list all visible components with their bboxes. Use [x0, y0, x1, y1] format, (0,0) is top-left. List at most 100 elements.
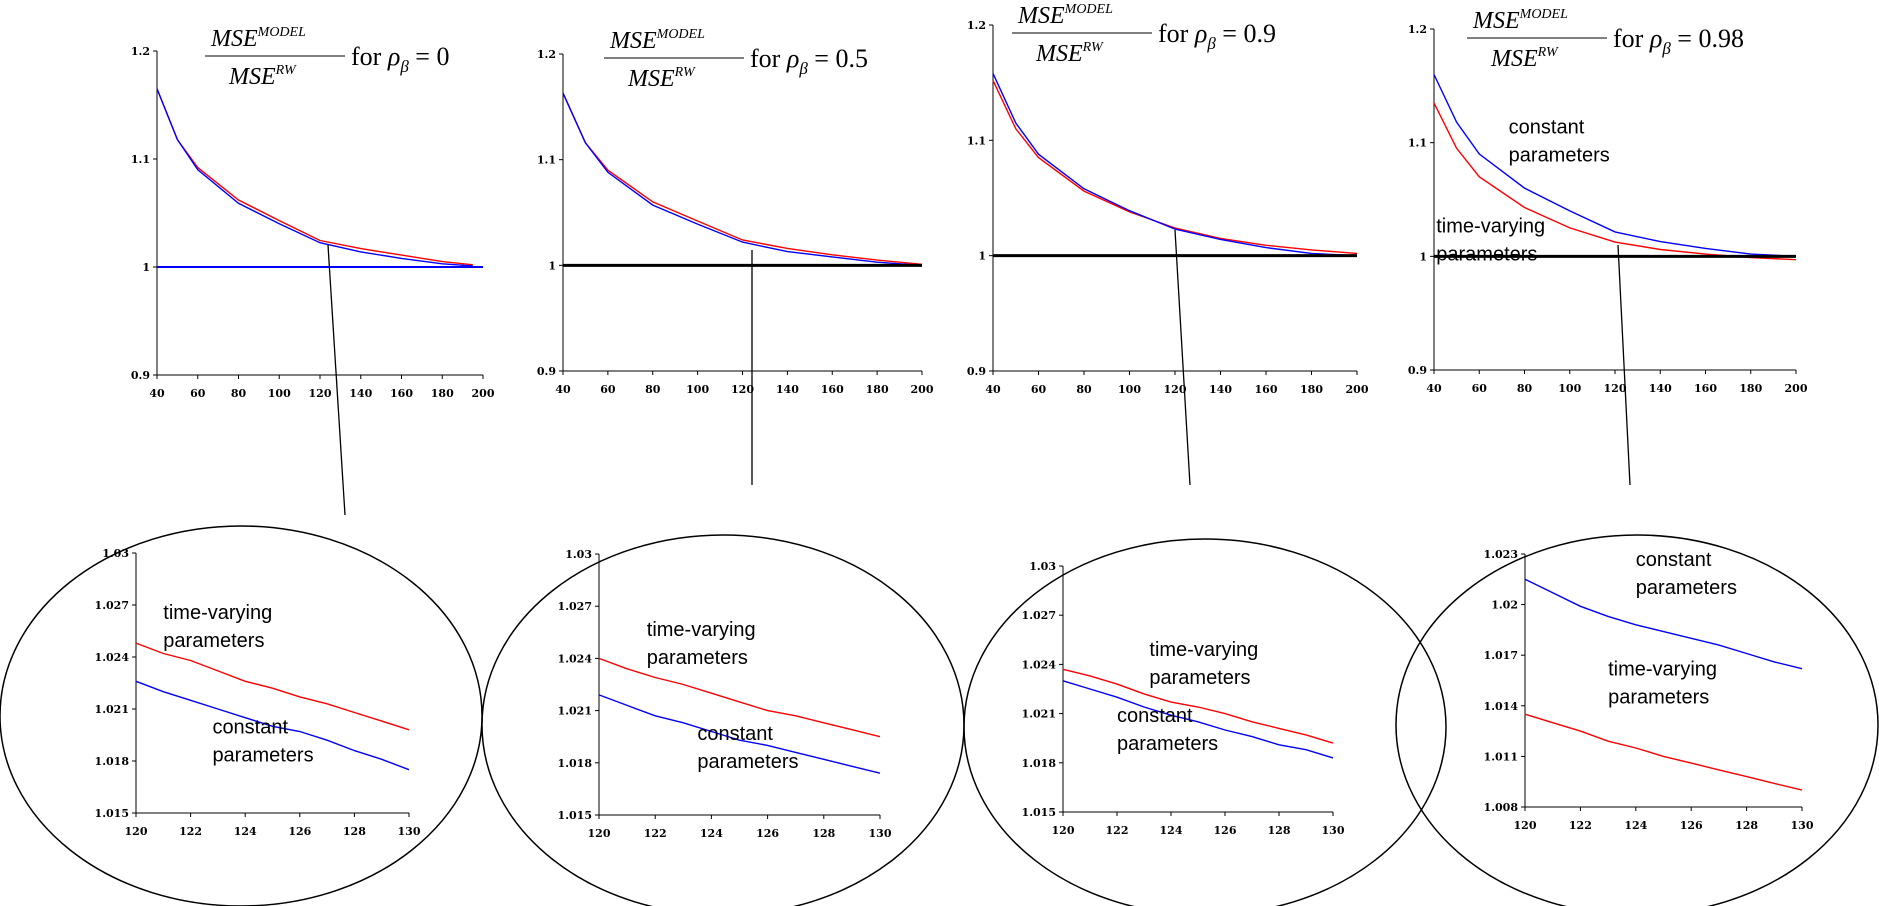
panel-4-zoom-annotation: time-varying parameters: [1608, 658, 1717, 708]
panel-3-title-denominator-sup: RW: [1082, 40, 1104, 55]
panel-2-title-condition: for ρβ = 0.5: [750, 44, 868, 78]
panel-3-zoom-y-tick-label: 1.024: [1022, 658, 1057, 671]
panel-3-main-x-tick-label: 160: [1255, 383, 1278, 396]
panel-2-zoom-y-tick-label: 1.018: [558, 757, 593, 770]
panel-2-main-x-tick-label: 180: [866, 383, 889, 396]
panel-2-main-x-tick-label: 140: [776, 383, 799, 396]
panel-2-zoom-x-tick-label: 124: [700, 827, 723, 840]
panel-4-main-x-tick-label: 140: [1649, 382, 1672, 395]
panel-2-zoom-x-tick-label: 126: [756, 827, 779, 840]
panel-4-main-annotation-line: constant: [1509, 117, 1585, 139]
panel-3-zoom-annotation-line: constant: [1117, 705, 1193, 727]
panel-2-zoom-annotation-line: constant: [697, 723, 773, 745]
panel-1-zoom-series-line: [135, 642, 410, 731]
panel-4-zoom-annotation-line: parameters: [1608, 686, 1709, 708]
panel-4-title-numerator-text: MSE: [1472, 8, 1520, 34]
panel-4-main-annotation-line: parameters: [1509, 145, 1610, 167]
panel-3-zoom-y-tick-label: 1.018: [1022, 757, 1057, 770]
panel-3-title-numerator-sup: MODEL: [1064, 2, 1113, 17]
panel-2-zoom-x-tick-label: 120: [588, 827, 611, 840]
panel-1-title-numerator: MSEMODEL: [210, 25, 306, 52]
panel-2-main-x-tick-label: 40: [555, 383, 571, 396]
panel-1-main-x-tick-label: 40: [149, 387, 165, 400]
panel-4-title-denominator-text: MSE: [1490, 46, 1538, 72]
panel-2-zoom-series-line: [598, 694, 881, 774]
panel-1-zoom-annotation: time-varying parameters: [163, 602, 272, 652]
panel-2-title-denominator-sup: RW: [674, 65, 696, 80]
panel-3-zoom-ellipse: [963, 538, 1447, 906]
panel-3-main-y-tick-label: 1.1: [967, 134, 986, 147]
panel-3-zoom-annotation-line: time-varying: [1149, 639, 1258, 661]
panel-4-zoom-x-tick-label: 128: [1735, 819, 1758, 832]
panel-1-zoom-annotation-line: parameters: [212, 744, 313, 766]
panel-1-zoom-x-tick-label: 126: [288, 825, 311, 838]
panel-3-main-x-tick-label: 100: [1118, 383, 1141, 396]
panel-1-main-series-line: [156, 88, 473, 266]
panel-1-main-y-tick-label: 0.9: [131, 369, 150, 382]
panel-4-title-denominator-sup: RW: [1537, 45, 1559, 60]
panel-1-title-rho-sub: β: [399, 57, 409, 76]
panel-1-main-x-tick-label: 160: [390, 387, 413, 400]
panel-4-zoom-x-tick-label: 122: [1569, 819, 1592, 832]
panel-4-main-x-tick-label: 40: [1426, 382, 1442, 395]
panel-2-main-x-tick-label: 80: [645, 383, 661, 396]
panel-1-zoom-y-tick-label: 1.018: [95, 755, 130, 768]
panel-2-zoom-annotation: constant parameters: [697, 723, 798, 773]
panel-3-title-equals: =: [1216, 19, 1244, 48]
panel-2-zoom-y-tick-label: 1.03: [565, 548, 592, 561]
panel-4-main-x-tick-label: 200: [1785, 382, 1808, 395]
panel-2-title-numerator-text: MSE: [609, 28, 657, 54]
panel-1-zoom-annotation-line: time-varying: [163, 602, 272, 624]
panel-4-zoom-leader-line: [1617, 244, 1631, 486]
panel-1-zoom-y-tick-label: 1.021: [95, 703, 129, 716]
panel-1-main-x-tick-label: 140: [349, 387, 372, 400]
panel-4-main-annotation-line: parameters: [1436, 243, 1537, 265]
panel-1-zoom-x-tick-label: 130: [398, 825, 421, 838]
panel-4-main-x-tick-label: 160: [1694, 382, 1717, 395]
panel-4-zoom-annotation-line: parameters: [1636, 577, 1737, 599]
panel-2-zoom-x-tick-label: 130: [869, 827, 892, 840]
panel-4-zoom-y-tick-label: 1.023: [1484, 548, 1518, 561]
panel-4-zoom-annotation: constant parameters: [1636, 549, 1737, 599]
panel-1-main-x-tick-label: 120: [309, 387, 332, 400]
panel-1-title-denominator: MSERW: [228, 63, 297, 90]
panel-3-zoom-x-tick-label: 128: [1268, 824, 1291, 837]
panel-1-main-series-line: [156, 88, 473, 267]
panel-1-zoom-x-tick-label: 124: [234, 825, 257, 838]
panel-2-main-x-tick-label: 120: [731, 383, 754, 396]
panel-1-title-equals: =: [409, 42, 437, 71]
panel-3-main-y-tick-label: 1: [978, 250, 986, 263]
panel-4-zoom-y-tick-label: 1.014: [1484, 700, 1519, 713]
panel-1-zoom-y-tick-label: 1.015: [95, 807, 129, 820]
panel-4-title-condition: for ρβ = 0.98: [1613, 24, 1744, 58]
panel-3-zoom-annotation-line: parameters: [1149, 667, 1250, 689]
panel-2-zoom-annotation-line: parameters: [697, 751, 798, 773]
panel-1-title-numerator-sup: MODEL: [257, 25, 306, 40]
panel-3-title-denominator-text: MSE: [1035, 41, 1083, 67]
panel-1-zoom-y-tick-label: 1.027: [95, 599, 129, 612]
panel-2-main-y-tick-label: 0.9: [537, 365, 556, 378]
panel-1-zoom-x-tick-label: 128: [343, 825, 366, 838]
panel-4-zoom-x-tick-label: 124: [1624, 819, 1647, 832]
panel-2-title-numerator: MSEMODEL: [609, 27, 705, 54]
panel-4-title-rho: ρ: [1649, 24, 1662, 53]
panel-2-zoom-ellipse: [481, 534, 965, 906]
panel-1-title-denominator-text: MSE: [228, 64, 276, 90]
panel-3-zoom-y-tick-label: 1.015: [1022, 806, 1056, 819]
panel-4-main-annotation-line: time-varying: [1436, 215, 1545, 237]
panel-3-zoom-leader-line: [1174, 229, 1191, 486]
panel-1-title-condition: for ρβ = 0: [351, 42, 449, 76]
panel-3-main-y-tick-label: 1.2: [967, 19, 986, 32]
panel-3-zoom-annotation: time-varying parameters: [1149, 639, 1258, 689]
panel-2-zoom-y-tick-label: 1.024: [558, 652, 593, 665]
panel-2-zoom-series-line: [598, 657, 881, 738]
panel-1-zoom-annotation: constant parameters: [212, 716, 313, 766]
panel-1-zoom-annotation-line: parameters: [163, 630, 264, 652]
panel-3-main-series-line: [992, 73, 1358, 257]
panel-3-zoom-x-tick-label: 130: [1322, 824, 1345, 837]
panel-4-zoom-series-line: [1524, 713, 1803, 791]
panel-4-zoom-series-line: [1524, 578, 1803, 670]
panel-3-title-condition: for ρβ = 0.9: [1158, 19, 1276, 53]
panel-4-main-annotation: time-varying parameters: [1436, 215, 1545, 265]
